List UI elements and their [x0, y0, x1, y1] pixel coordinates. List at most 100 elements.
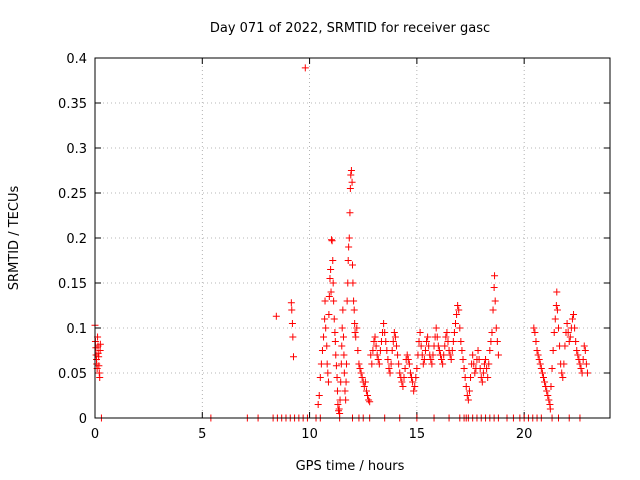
data-point: [381, 329, 389, 336]
data-point: [369, 347, 377, 354]
data-point: [460, 365, 468, 372]
data-point: [343, 297, 351, 305]
data-point: [552, 302, 560, 309]
data-point: [316, 374, 324, 381]
data-point: [432, 324, 440, 332]
data-point: [573, 347, 581, 354]
data-point: [454, 302, 462, 309]
data-point: [342, 378, 350, 386]
data-point: [353, 324, 361, 332]
data-point: [354, 347, 362, 354]
data-point: [395, 360, 403, 368]
axis-ticks: 0 5 10 15 20 0 0.05 0.1 0.15 0.2 0.25 0.3 0.35 0.4: [58, 52, 610, 442]
data-point: [357, 369, 365, 377]
data-point: [453, 311, 461, 318]
data-point: [350, 306, 358, 314]
data-point: [576, 360, 584, 368]
y-tick-label: 0.05: [58, 367, 87, 382]
data-point: [546, 405, 554, 413]
data-point: [549, 347, 557, 354]
data-point: [96, 374, 104, 381]
data-point: [483, 365, 491, 372]
data-point: [411, 383, 419, 390]
chart-title: Day 071 of 2022, SRMTID for receiver gas…: [210, 21, 490, 36]
data-point: [471, 369, 479, 377]
data-point: [382, 338, 390, 345]
data-point: [329, 279, 337, 287]
data-point: [358, 374, 366, 381]
data-point: [491, 297, 499, 305]
data-point: [469, 351, 477, 359]
data-point: [330, 315, 338, 323]
data-point: [417, 342, 425, 350]
data-point: [486, 347, 494, 354]
data-point: [412, 374, 420, 381]
data-point: [320, 333, 328, 341]
data-point: [413, 365, 421, 372]
data-point: [494, 351, 502, 359]
data-point: [392, 342, 400, 350]
data-point: [351, 329, 359, 336]
data-point: [474, 347, 482, 354]
data-point: [372, 342, 380, 350]
data-point: [416, 329, 424, 336]
data-point: [341, 387, 349, 395]
data-point: [95, 362, 103, 370]
data-point: [456, 324, 464, 332]
data-point: [532, 338, 540, 345]
data-point: [570, 311, 578, 318]
data-point: [325, 311, 333, 318]
data-point: [364, 392, 372, 399]
data-point: [428, 360, 436, 368]
data-point: [351, 320, 359, 327]
data-point: [424, 333, 432, 341]
data-point: [550, 329, 558, 336]
data-point: [375, 360, 383, 368]
data-point: [325, 293, 333, 300]
data-point: [362, 387, 370, 395]
data-point: [366, 398, 374, 406]
data-point: [539, 374, 547, 381]
data-point: [344, 257, 352, 264]
data-point: [321, 297, 329, 305]
data-point: [323, 360, 331, 368]
data-point: [530, 324, 538, 332]
data-point: [345, 243, 353, 251]
data-point: [410, 387, 418, 395]
data-point: [450, 329, 458, 336]
data-point: [347, 167, 355, 174]
data-point: [347, 171, 355, 179]
data-point: [553, 288, 561, 296]
data-point: [555, 324, 562, 332]
y-tick-label: 0.4: [66, 52, 87, 67]
data-point: [449, 338, 457, 345]
data-point: [548, 365, 556, 372]
y-tick-label: 0.15: [58, 277, 87, 292]
data-point: [415, 338, 423, 345]
data-point: [448, 347, 456, 354]
data-point: [566, 333, 574, 341]
data-point: [457, 338, 465, 345]
data-point: [376, 347, 384, 354]
data-point: [434, 342, 442, 350]
data-point: [455, 306, 463, 314]
data-point: [288, 320, 296, 327]
x-axis-label: GPS time / hours: [296, 459, 405, 474]
data-point: [443, 329, 451, 336]
x-tick-label: 5: [198, 427, 206, 442]
data-point: [421, 347, 429, 354]
data-point: [394, 351, 402, 359]
data-point: [475, 356, 483, 363]
data-point: [338, 342, 346, 350]
data-point: [389, 338, 397, 345]
data-point: [579, 356, 587, 363]
data-point: [365, 396, 373, 404]
data-point: [419, 360, 427, 368]
data-point: [559, 374, 567, 381]
data-point: [477, 374, 485, 381]
data-point: [420, 356, 428, 363]
data-point: [399, 383, 407, 390]
data-point: [289, 333, 297, 341]
data-point: [543, 387, 551, 395]
y-tick-label: 0: [79, 412, 87, 427]
